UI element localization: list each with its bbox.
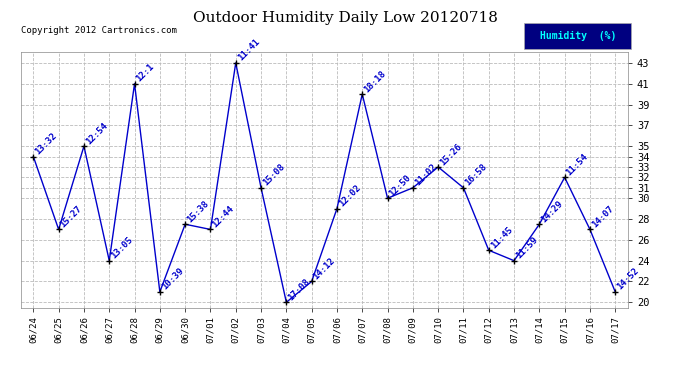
Text: 15:38: 15:38 [185,199,210,224]
Text: 11:02: 11:02 [413,162,438,188]
Text: 11:59: 11:59 [514,235,540,261]
Text: 14:07: 14:07 [590,204,615,230]
Text: 12:1: 12:1 [135,62,156,84]
Text: 12:54: 12:54 [84,121,109,146]
Text: Copyright 2012 Cartronics.com: Copyright 2012 Cartronics.com [21,26,177,35]
Text: 15:26: 15:26 [438,142,464,167]
Text: 17:08: 17:08 [286,277,312,302]
Text: 12:50: 12:50 [388,173,413,198]
Text: 10:39: 10:39 [160,267,185,292]
Text: 12:44: 12:44 [210,204,236,230]
Text: Outdoor Humidity Daily Low 20120718: Outdoor Humidity Daily Low 20120718 [193,11,497,25]
Text: 14:12: 14:12 [312,256,337,282]
Text: 15:08: 15:08 [261,162,286,188]
Text: 16:58: 16:58 [464,162,489,188]
Text: 11:41: 11:41 [236,38,261,63]
Text: 11:54: 11:54 [564,152,590,177]
Text: 15:27: 15:27 [59,204,84,230]
Text: 14:52: 14:52 [615,267,640,292]
Text: 14:29: 14:29 [540,199,564,224]
Text: 11:45: 11:45 [489,225,514,250]
Text: 13:05: 13:05 [109,235,135,261]
Text: 18:18: 18:18 [362,69,388,94]
Text: Humidity  (%): Humidity (%) [540,31,616,40]
Text: 13:32: 13:32 [33,131,59,157]
Text: 12:02: 12:02 [337,183,362,209]
